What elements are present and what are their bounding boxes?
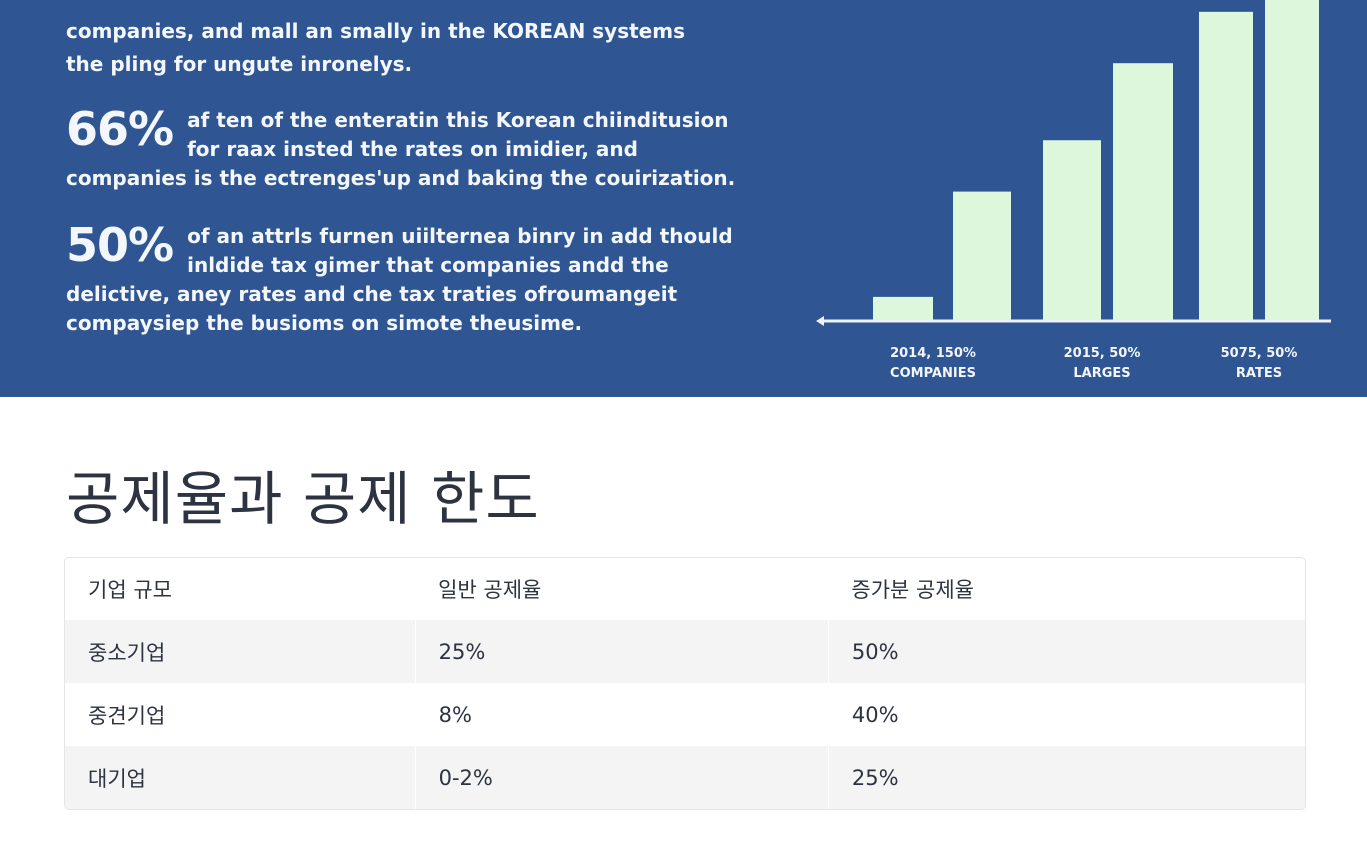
banner-p2-line2: for raax insted the rates on imidier, an… xyxy=(187,137,638,161)
cell-company-size: 중소기업 xyxy=(65,620,416,683)
banner-p3-line2: inldide tax gimer that companies andd th… xyxy=(187,253,669,277)
banner-p2-stat: 66% xyxy=(66,102,174,156)
cell-company-size: 중견기업 xyxy=(65,683,416,746)
table-header-row: 기업 규모 일반 공제율 증가분 공제율 xyxy=(65,558,1305,620)
table-row: 중소기업 25% 50% xyxy=(65,620,1305,683)
header-general-rate: 일반 공제율 xyxy=(438,578,542,602)
header-increment-rate: 증가분 공제율 xyxy=(851,578,975,602)
x-tick-label: 2015, 50% xyxy=(1064,346,1141,361)
banner-p1-line1: companies, and mall an smally in the KOR… xyxy=(66,19,685,43)
banner-p2-line1: af ten of the enteratin this Korean chii… xyxy=(187,108,729,132)
cell-general-rate: 25% xyxy=(414,620,829,683)
chart-bar xyxy=(953,191,1011,320)
x-tick-sublabel: RATES xyxy=(1236,366,1282,381)
x-tick-label: 2014, 150% xyxy=(890,346,976,361)
banner-p3-stat: 50% xyxy=(66,218,174,272)
rate-table: 기업 규모 일반 공제율 증가분 공제율 중소기업 25% 50% 중견기업 8… xyxy=(65,558,1305,809)
header-company-size: 기업 규모 xyxy=(88,578,172,602)
banner-paragraph-2: 66% af ten of the enteratin this Korean … xyxy=(66,106,735,193)
banner-paragraph-3: 50% of an attrls furnen uiilternea binry… xyxy=(66,218,733,338)
chart-bar xyxy=(1113,63,1173,320)
chart-bar xyxy=(1043,140,1101,320)
cell-increment-rate: 50% xyxy=(827,620,1305,683)
chart-bar xyxy=(1199,11,1253,321)
bar-chart: 2014, 150% COMPANIES 2015, 50% LARGES 5075, … xyxy=(816,0,1331,381)
infographic-banner: companies, and mall an smally in the KOR… xyxy=(0,0,1367,397)
cell-general-rate: 8% xyxy=(414,683,829,746)
x-tick-label: 5075, 50% xyxy=(1221,346,1298,361)
banner-p1-line2: the pling for ungute inronelys. xyxy=(66,52,413,76)
section-title: 공제율과 공제 한도 xyxy=(66,465,540,533)
banner-p3-line4: compaysiep the busioms on simote theusim… xyxy=(66,311,583,335)
x-tick-sublabel: LARGES xyxy=(1073,366,1130,381)
x-tick-sublabel: COMPANIES xyxy=(890,366,976,381)
cell-general-rate: 0-2% xyxy=(414,746,829,809)
banner-p3-line3: delictive, aney rates and che tax tratie… xyxy=(66,282,678,306)
table-row: 중견기업 8% 40% xyxy=(65,683,1305,746)
cell-increment-rate: 40% xyxy=(827,683,1305,746)
cell-increment-rate: 25% xyxy=(827,746,1305,809)
table-row: 대기업 0-2% 25% xyxy=(65,746,1305,809)
chart-bar xyxy=(1265,0,1319,320)
deduction-rate-table: 기업 규모 일반 공제율 증가분 공제율 중소기업 25% 50% 중견기업 8… xyxy=(64,557,1306,810)
banner-p3-line1: of an attrls furnen uiilternea binry in … xyxy=(187,224,733,248)
banner-paragraph-1: companies, and mall an smally in the KOR… xyxy=(66,0,685,79)
x-axis-arrow xyxy=(816,316,824,326)
cell-company-size: 대기업 xyxy=(65,746,416,809)
banner-p2-line3: companies is the ectrenges'up and baking… xyxy=(66,166,736,190)
chart-bar xyxy=(873,296,933,320)
